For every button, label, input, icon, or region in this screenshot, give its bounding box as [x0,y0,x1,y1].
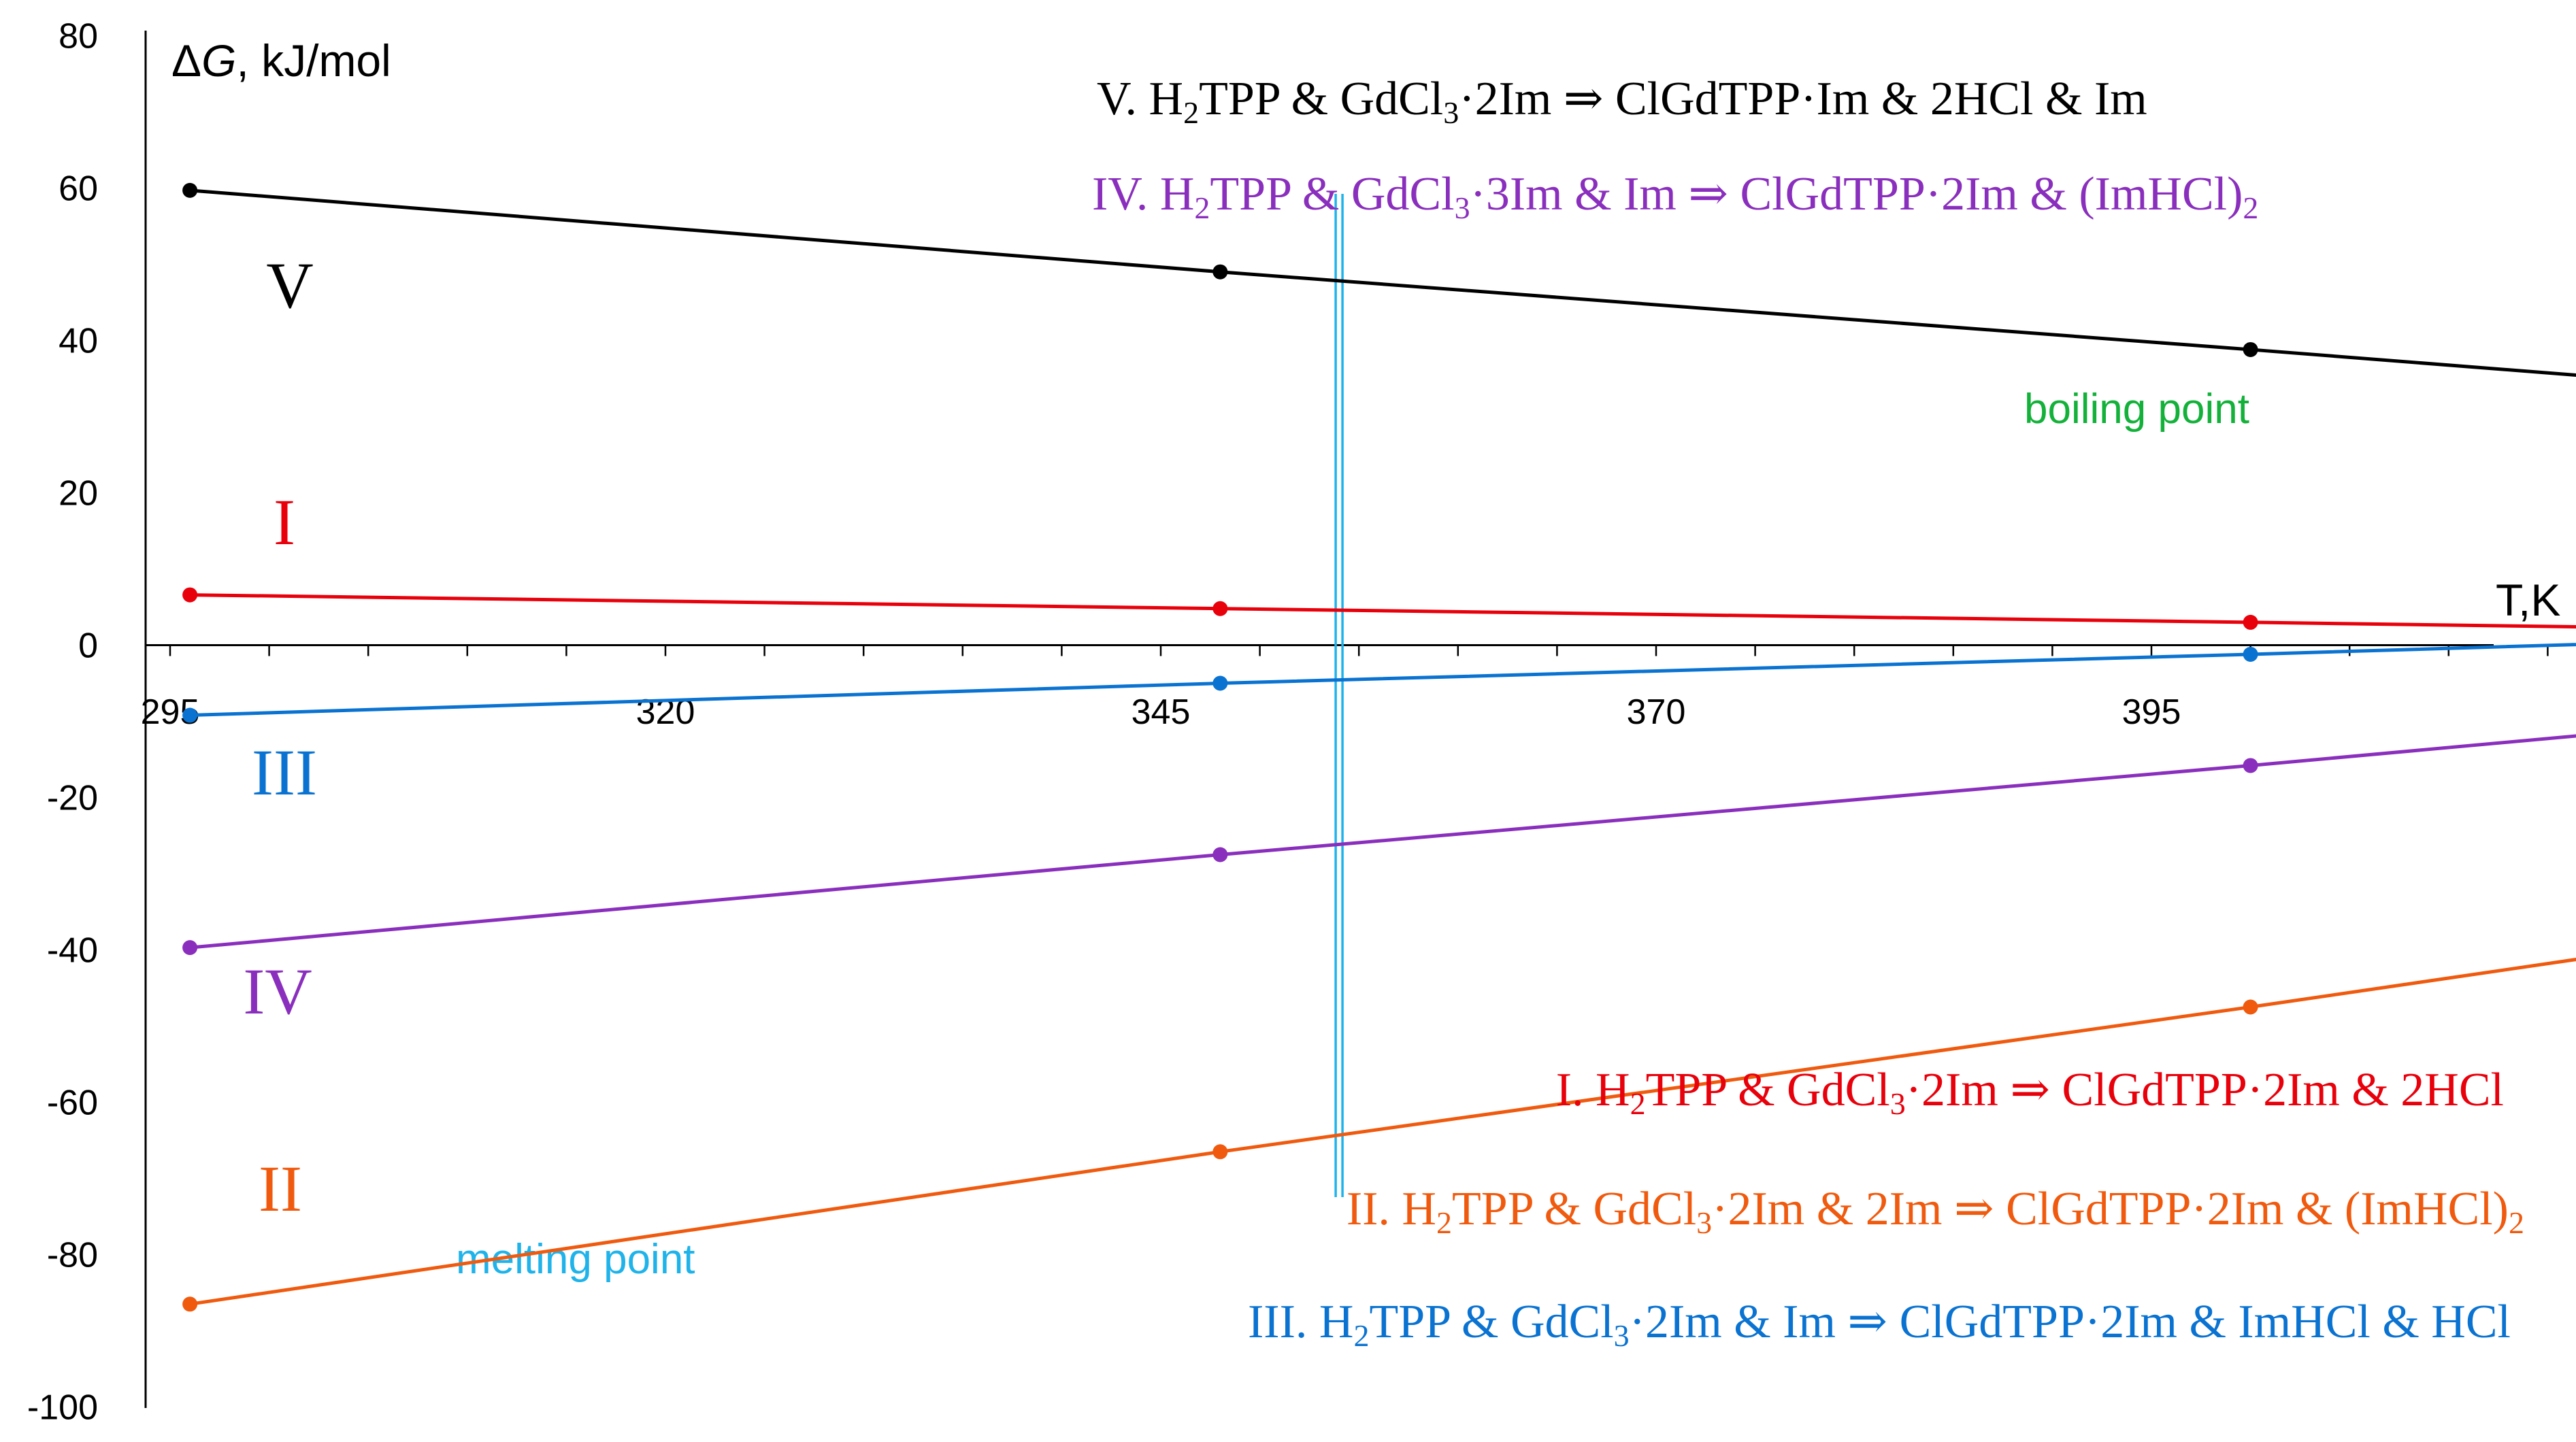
y-tick-label: -20 [47,779,98,818]
data-point-V [1212,264,1228,280]
series-V [182,182,2576,377]
series-line-I [190,593,2576,629]
x-tick-label: 370 [1627,692,1686,732]
reaction-annotation-V: V. H2TPP & GdCl3·2Im ⇒ ClGdTPP·Im & 2HCl… [1097,73,2147,130]
reaction-annotation-III: III. H2TPP & GdCl3·2Im & Im ⇒ ClGdTPP·2I… [1248,1296,2511,1353]
data-point-IV [2243,758,2258,773]
boiling-point-label: boiling point [2024,386,2249,433]
x-axis-label: T,K [2496,575,2560,625]
x-tick-label: 395 [2122,692,2181,732]
data-point-I [182,587,198,603]
y-tick-label: -80 [47,1236,98,1275]
data-point-II [182,1296,198,1312]
series-label-II: II [259,1152,302,1225]
y-tick-label: -100 [27,1388,98,1428]
data-point-V [2243,341,2258,357]
y-tick-label: 0 [78,626,98,666]
y-tick-label: 40 [59,322,98,361]
series-label-III: III [252,736,317,809]
y-axis-label: ΔG, kJ/mol [171,35,391,86]
data-point-I [2243,614,2258,630]
data-point-I [1212,601,1228,616]
data-point-IV [1212,847,1228,862]
reaction-annotation-IV: IV. H2TPP & GdCl3·3Im & Im ⇒ ClGdTPP·2Im… [1092,168,2258,225]
data-point-III [2243,646,2258,662]
data-point-II [1212,1144,1228,1160]
series-line-IV [189,734,2576,950]
y-tick-label: 80 [59,17,98,56]
x-tick-label: 345 [1132,692,1191,732]
series-label-I: I [274,486,295,558]
axes: 295320345370395420445470495520806040200-… [27,17,2560,1428]
series-line-III [190,643,2576,718]
y-tick-label: -60 [47,1084,98,1123]
data-point-IV [182,940,198,956]
data-point-III [1212,675,1228,691]
y-tick-label: 60 [59,169,98,209]
data-point-V [182,182,198,198]
reaction-annotation-II: II. H2TPP & GdCl3·2Im & 2Im ⇒ ClGdTPP·2I… [1347,1183,2524,1240]
data-point-III [182,707,198,723]
series-I [182,587,2576,630]
series-II [182,958,2576,1312]
reaction-annotation-I: I. H2TPP & GdCl3·2Im ⇒ ClGdTPP·2Im & 2HC… [1556,1064,2504,1121]
y-tick-label: -40 [47,931,98,971]
series-line-V [189,188,2576,377]
series-label-IV: IV [243,955,312,1028]
data-point-II [2243,999,2258,1015]
y-tick-label: 20 [59,474,98,514]
series-label-V: V [266,249,313,322]
series-group [182,182,2576,1312]
series-III [182,643,2576,723]
series-IV [182,734,2576,956]
series-line-II [189,958,2576,1306]
